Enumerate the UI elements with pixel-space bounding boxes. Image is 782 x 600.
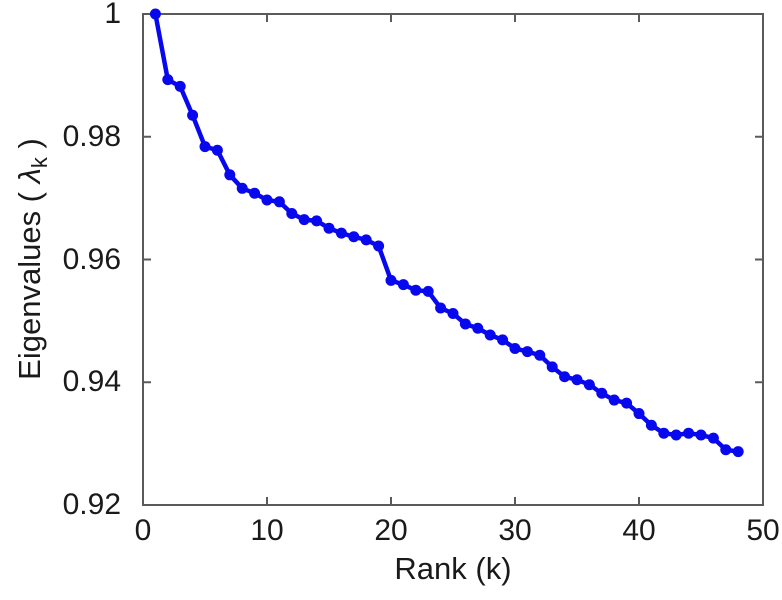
data-point bbox=[497, 334, 509, 346]
y-tick-label: 0.96 bbox=[62, 242, 121, 276]
y-tick-label: 0.94 bbox=[62, 365, 121, 399]
data-line bbox=[153, 11, 741, 454]
data-point bbox=[633, 408, 645, 420]
data-point bbox=[695, 429, 707, 441]
lambda-subscript: k bbox=[27, 157, 53, 169]
data-point bbox=[732, 446, 744, 458]
data-point bbox=[583, 379, 595, 391]
y-tick-label: 0.92 bbox=[62, 488, 121, 521]
data-point bbox=[273, 196, 285, 208]
y-axis-label-suffix: ) bbox=[12, 138, 47, 158]
x-axis-label: Rank (k) bbox=[143, 553, 763, 584]
x-tick-label: 30 bbox=[498, 514, 532, 547]
data-point bbox=[224, 169, 236, 181]
y-tick-label: 1 bbox=[104, 0, 121, 30]
data-point bbox=[571, 374, 583, 386]
data-point bbox=[521, 346, 533, 358]
data-point bbox=[509, 342, 521, 354]
data-point bbox=[286, 207, 298, 219]
x-tick-label: 0 bbox=[134, 514, 152, 547]
data-point bbox=[534, 349, 546, 361]
data-point bbox=[645, 419, 657, 431]
x-tick-label: 20 bbox=[374, 514, 408, 547]
data-point bbox=[385, 274, 397, 286]
data-point bbox=[410, 284, 422, 296]
data-point bbox=[559, 371, 571, 383]
y-axis-label: Eigenvalues ( λk ) bbox=[7, 9, 53, 509]
y-axis-label-prefix: Eigenvalues ( bbox=[12, 183, 47, 380]
data-point bbox=[459, 318, 471, 330]
data-point bbox=[596, 387, 608, 399]
data-point bbox=[236, 182, 248, 194]
data-point bbox=[472, 322, 484, 334]
data-point bbox=[373, 240, 385, 252]
data-point bbox=[335, 227, 347, 239]
data-point bbox=[211, 144, 223, 156]
data-point bbox=[149, 8, 161, 20]
data-point bbox=[298, 214, 310, 226]
data-point bbox=[187, 109, 199, 121]
lambda-symbol: λ bbox=[12, 168, 47, 184]
data-point bbox=[658, 427, 670, 439]
data-point bbox=[261, 194, 273, 206]
x-tick-label: 10 bbox=[250, 514, 284, 547]
axes-box bbox=[142, 13, 764, 506]
data-point bbox=[174, 80, 186, 92]
data-point bbox=[484, 329, 496, 341]
y-tick-label: 0.98 bbox=[62, 119, 121, 153]
data-point bbox=[162, 74, 174, 86]
data-point bbox=[707, 432, 719, 444]
data-point bbox=[670, 429, 682, 441]
data-point bbox=[608, 394, 620, 406]
x-axis-label-text: Rank (k) bbox=[394, 551, 512, 586]
data-point bbox=[720, 444, 732, 456]
data-point bbox=[447, 308, 459, 320]
x-tick-label: 50 bbox=[746, 514, 780, 547]
data-point bbox=[546, 361, 558, 373]
data-point bbox=[683, 427, 695, 439]
x-tick-label: 40 bbox=[622, 514, 656, 547]
data-point bbox=[360, 234, 372, 246]
data-point bbox=[323, 222, 335, 234]
data-point bbox=[199, 141, 211, 153]
data-point bbox=[249, 187, 261, 199]
data-point bbox=[311, 215, 323, 227]
data-point bbox=[435, 302, 447, 314]
data-point bbox=[397, 279, 409, 291]
data-point bbox=[348, 231, 360, 243]
data-point bbox=[621, 397, 633, 409]
data-point bbox=[422, 285, 434, 297]
